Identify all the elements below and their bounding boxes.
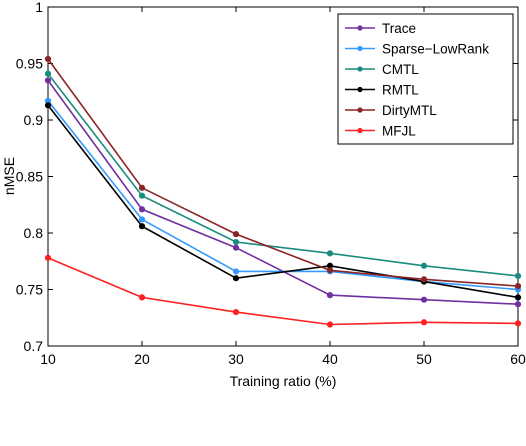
y-tick-label: 0.85	[16, 169, 43, 185]
legend-label: Sparse−LowRank	[382, 42, 489, 57]
data-point	[232, 268, 240, 275]
legend-marker	[357, 107, 363, 113]
data-point	[326, 321, 334, 328]
x-tick-label: 50	[416, 351, 432, 367]
legend-marker	[357, 66, 363, 72]
data-point	[420, 276, 428, 283]
data-point	[420, 319, 428, 326]
y-tick-label: 0.75	[16, 282, 43, 298]
data-point	[138, 184, 146, 191]
series-line	[47, 104, 519, 299]
data-point	[514, 272, 522, 280]
data-point	[232, 231, 240, 238]
x-axis-label: Training ratio (%)	[230, 373, 337, 389]
legend-label: RMTL	[382, 83, 419, 98]
x-tick-label: 40	[322, 351, 338, 367]
legend: Trace Sparse−LowRank CMTL RMTL DirtyMTL MFJL	[337, 13, 514, 145]
data-point	[514, 294, 522, 301]
data-point	[44, 77, 52, 84]
legend-marker	[357, 86, 363, 93]
data-point	[420, 296, 428, 303]
legend-label: CMTL	[382, 62, 419, 77]
series-line	[47, 58, 519, 287]
data-point	[138, 216, 146, 223]
y-tick-label: 0.95	[16, 56, 43, 72]
legend-marker	[357, 127, 363, 134]
y-tick-label: 0.7	[24, 338, 44, 354]
legend-label: DirtyMTL	[382, 103, 437, 118]
data-point	[44, 70, 52, 77]
data-point	[138, 294, 146, 301]
data-point	[514, 320, 522, 327]
legend-label: MFJL	[382, 124, 416, 139]
x-tick-label: 60	[510, 351, 526, 367]
x-tick-label: 30	[228, 351, 244, 367]
y-tick-label: 0.8	[24, 225, 44, 241]
legend-label: Trace	[382, 21, 416, 36]
series-line	[47, 73, 519, 277]
data-point	[326, 267, 334, 274]
x-tick-label: 10	[40, 351, 56, 367]
y-tick-label: 1	[35, 0, 43, 15]
data-point	[232, 275, 240, 282]
y-tick-label: 0.9	[24, 112, 44, 128]
data-point	[420, 262, 428, 269]
data-point	[44, 102, 52, 109]
axis-ticks: 10 20 30 40 50 60 0.7 0.75 0.8 0.85 0.9 0.95 1	[16, 0, 526, 367]
data-point	[44, 55, 52, 63]
data-point	[326, 250, 334, 257]
data-point	[232, 238, 240, 246]
data-point	[138, 206, 146, 213]
data-point	[514, 301, 522, 308]
legend-box	[337, 13, 514, 145]
legend-marker	[357, 45, 363, 52]
data-point	[232, 244, 240, 251]
data-point	[232, 309, 240, 316]
data-point	[514, 283, 522, 290]
legend-marker	[357, 25, 363, 31]
data-point	[138, 192, 146, 199]
y-axis-label: nMSE	[1, 157, 17, 195]
data-point	[138, 223, 146, 230]
series-line	[47, 257, 519, 326]
data-point	[326, 292, 334, 299]
x-tick-label: 20	[134, 351, 150, 367]
data-point	[44, 254, 52, 261]
series-group	[44, 55, 522, 328]
